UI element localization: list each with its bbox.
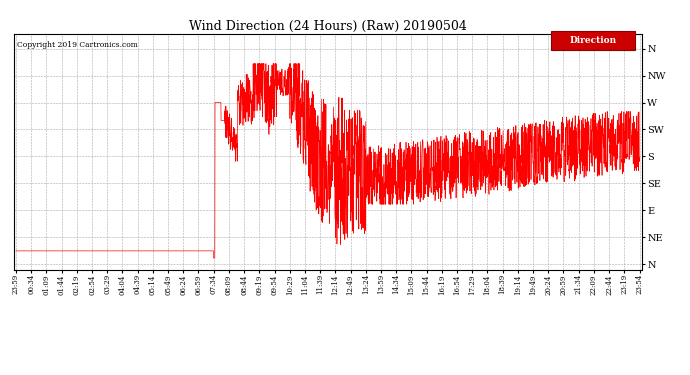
Title: Wind Direction (24 Hours) (Raw) 20190504: Wind Direction (24 Hours) (Raw) 20190504 [189,20,466,33]
Bar [551,32,635,50]
Text: Copyright 2019 Cartronics.com: Copyright 2019 Cartronics.com [17,41,138,49]
Text: Direction: Direction [569,36,617,45]
